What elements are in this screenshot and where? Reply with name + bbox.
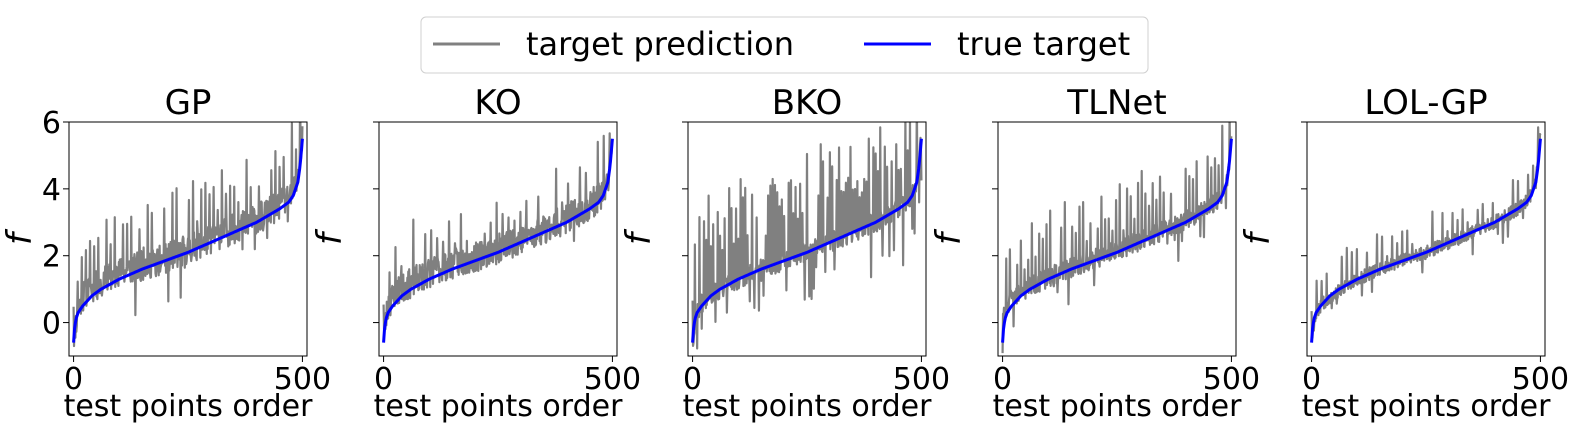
series-target-prediction	[1001, 122, 1233, 354]
y-tick-label: 0	[42, 307, 61, 342]
x-tick-label: 0	[374, 362, 393, 397]
y-tick-label: 2	[42, 240, 61, 275]
axes-frame	[997, 121, 1237, 357]
legend: target prediction true target	[420, 16, 1149, 74]
panel-title: LOL-GP	[1364, 83, 1487, 123]
y-tick-label: 4	[42, 173, 61, 208]
plot-area	[382, 132, 614, 343]
series-target-prediction	[382, 132, 614, 331]
y-axis-label: f	[619, 228, 659, 245]
axes-frame	[687, 121, 927, 357]
series-true-target	[382, 138, 614, 343]
panel-4: 0 500 TLNet test points order f	[929, 83, 1260, 424]
series-target-prediction	[72, 122, 304, 348]
x-tick-label: 500	[1203, 362, 1260, 397]
plot-area	[1310, 126, 1542, 343]
panel-2: 0 500 KO test points order f	[310, 83, 641, 424]
x-tick-label: 0	[683, 362, 702, 397]
y-axis-label: f	[929, 228, 969, 245]
plot-area	[691, 122, 923, 350]
series-true-target	[1001, 138, 1233, 343]
x-axis-label: test points order	[374, 389, 623, 424]
plot-area	[72, 122, 304, 348]
legend-label-true-target: true target	[957, 25, 1130, 63]
axes-frame	[1306, 121, 1546, 357]
plot-area	[1001, 122, 1233, 354]
series-target-prediction	[1310, 126, 1542, 340]
panel-title: KO	[474, 83, 521, 123]
x-axis-label: test points order	[993, 389, 1242, 424]
legend-label-target-prediction: target prediction	[526, 25, 794, 63]
series-true-target	[72, 138, 304, 343]
panels: 0 2 4 6 0 500 GP test points order f 0 500 KO test p…	[0, 83, 1569, 424]
axes-frame	[378, 121, 618, 357]
panel-title: GP	[165, 83, 212, 123]
panel-1: 0 2 4 6 0 500 GP test points order f	[0, 83, 331, 424]
x-tick-label: 0	[64, 362, 83, 397]
panel-3: 0 500 BKO test points order f	[619, 83, 950, 424]
series-true-target	[691, 138, 923, 343]
x-axis-label: test points order	[683, 389, 932, 424]
x-tick-label: 500	[893, 362, 950, 397]
panel-title: TLNet	[1066, 83, 1166, 123]
x-tick-label: 500	[1512, 362, 1569, 397]
y-tick-label: 6	[42, 106, 61, 141]
x-tick-label: 0	[1302, 362, 1321, 397]
x-axis-label: test points order	[1302, 389, 1551, 424]
series-true-target	[1310, 138, 1542, 343]
legend-frame	[420, 16, 1149, 74]
x-tick-label: 0	[993, 362, 1012, 397]
x-axis-label: test points order	[64, 389, 313, 424]
y-axis-label: f	[0, 228, 40, 245]
x-tick-label: 500	[584, 362, 641, 397]
x-tick-label: 500	[274, 362, 331, 397]
panel-5: 0 500 LOL-GP test points order f	[1238, 83, 1569, 424]
panel-title: BKO	[772, 83, 843, 123]
y-axis-label: f	[1238, 228, 1278, 245]
axes-frame	[68, 121, 308, 357]
series-target-prediction	[691, 122, 923, 350]
y-axis-label: f	[310, 228, 350, 245]
